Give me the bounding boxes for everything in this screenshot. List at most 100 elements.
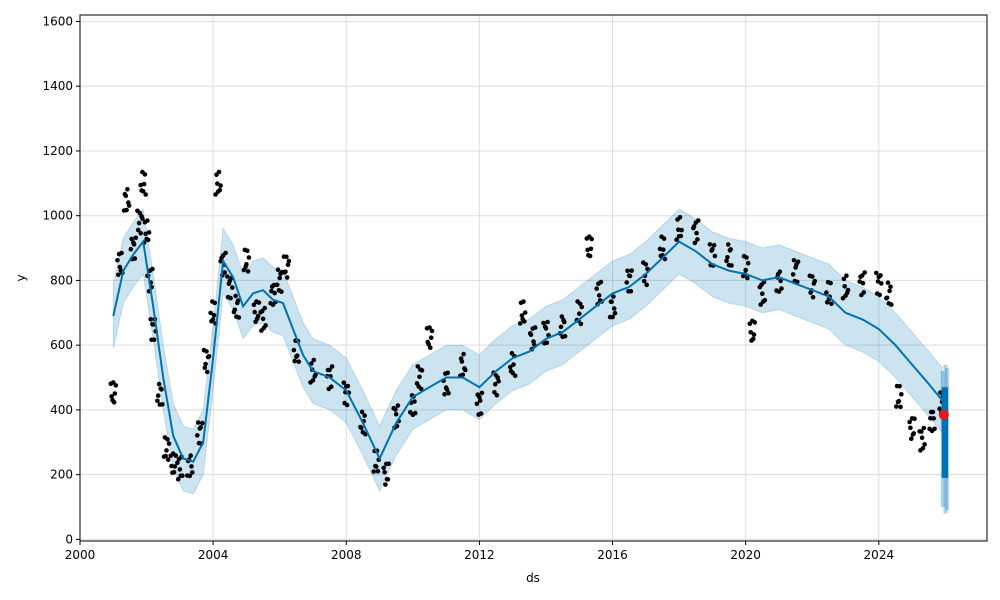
observed-point xyxy=(445,370,451,376)
observed-point xyxy=(150,266,155,272)
observed-point xyxy=(861,290,867,295)
observed-point xyxy=(225,274,230,279)
observed-point xyxy=(894,404,899,409)
observed-point xyxy=(528,332,534,338)
y-tick-label: 600 xyxy=(50,338,73,352)
observed-point xyxy=(175,476,181,482)
observed-point xyxy=(246,255,252,260)
observed-point xyxy=(131,242,137,247)
observed-point xyxy=(477,398,483,403)
observed-point xyxy=(169,463,174,469)
observed-point xyxy=(885,280,891,286)
observed-point xyxy=(385,477,391,482)
observed-point xyxy=(126,203,132,208)
observed-point xyxy=(442,392,447,397)
observed-point xyxy=(189,464,194,469)
observed-point xyxy=(155,393,161,398)
observed-point xyxy=(911,431,917,436)
observed-point xyxy=(292,358,298,364)
observed-point xyxy=(230,285,235,290)
observed-point xyxy=(461,351,466,357)
observed-point xyxy=(166,441,172,446)
observed-point xyxy=(878,273,883,278)
observed-point xyxy=(743,267,748,273)
observed-point xyxy=(492,381,498,387)
observed-point xyxy=(123,193,129,198)
observed-point xyxy=(344,402,350,408)
observed-point xyxy=(386,461,392,467)
observed-point xyxy=(558,324,564,330)
observed-point xyxy=(594,286,599,291)
observed-point xyxy=(661,236,667,241)
observed-point xyxy=(109,394,114,399)
observed-point xyxy=(143,192,148,197)
observed-point xyxy=(845,287,851,293)
observed-point xyxy=(463,367,468,373)
observed-point xyxy=(429,328,435,334)
observed-point xyxy=(218,183,223,188)
observed-point xyxy=(694,230,699,236)
observed-point xyxy=(135,227,141,233)
observed-point xyxy=(760,291,765,297)
observed-point xyxy=(479,390,485,396)
grid-lines xyxy=(79,15,987,541)
observed-point xyxy=(173,453,178,458)
observed-point xyxy=(272,290,278,296)
observed-point xyxy=(609,299,614,305)
observed-point xyxy=(341,380,347,386)
observed-point xyxy=(427,325,432,330)
x-tick-label: 2024 xyxy=(864,548,895,562)
observed-point xyxy=(562,333,568,339)
observed-point xyxy=(140,216,145,221)
observed-point xyxy=(136,220,142,226)
observed-point xyxy=(610,314,615,320)
observed-point xyxy=(187,473,193,479)
observed-point xyxy=(643,262,649,267)
y-tick-label: 1400 xyxy=(42,79,73,93)
observed-point xyxy=(938,390,943,395)
observed-point xyxy=(211,312,217,318)
observed-point xyxy=(496,379,501,384)
observed-point xyxy=(899,392,904,397)
observed-point xyxy=(124,207,129,213)
observed-point xyxy=(629,268,634,273)
observed-point xyxy=(172,464,178,469)
observed-point xyxy=(777,269,783,275)
observed-point xyxy=(200,420,205,426)
observed-point xyxy=(263,323,268,328)
y-axis-ticks: 0 200 400 600 800 1000 1200 1400 1600 xyxy=(42,14,80,546)
observed-point xyxy=(204,349,209,354)
observed-point xyxy=(522,319,527,324)
observed-point xyxy=(415,364,421,369)
observed-point xyxy=(329,364,335,369)
observed-point xyxy=(844,273,849,279)
observed-point xyxy=(522,310,528,315)
observed-point xyxy=(215,181,220,186)
observed-point xyxy=(260,316,266,322)
observed-point xyxy=(236,315,242,320)
future-forecast xyxy=(940,364,950,514)
observed-point xyxy=(728,247,733,252)
observed-point xyxy=(512,373,518,379)
observed-point xyxy=(920,446,926,451)
observed-point xyxy=(245,248,250,253)
observed-point xyxy=(235,298,241,303)
observed-point xyxy=(862,270,867,275)
observed-point xyxy=(165,457,171,463)
observed-point xyxy=(729,263,734,268)
observed-point xyxy=(778,278,783,284)
observed-point xyxy=(284,275,290,280)
observed-point xyxy=(222,270,228,275)
observed-point xyxy=(909,436,914,442)
observed-point xyxy=(428,345,433,351)
observed-point xyxy=(596,293,602,298)
x-tick-label: 2008 xyxy=(331,548,362,562)
observed-point xyxy=(710,246,715,252)
observed-point xyxy=(884,295,890,301)
observed-point xyxy=(163,453,168,459)
observed-point xyxy=(828,280,833,286)
observed-point xyxy=(810,274,815,279)
observed-point xyxy=(898,404,903,410)
observed-point xyxy=(296,359,302,365)
observed-point xyxy=(921,425,927,431)
